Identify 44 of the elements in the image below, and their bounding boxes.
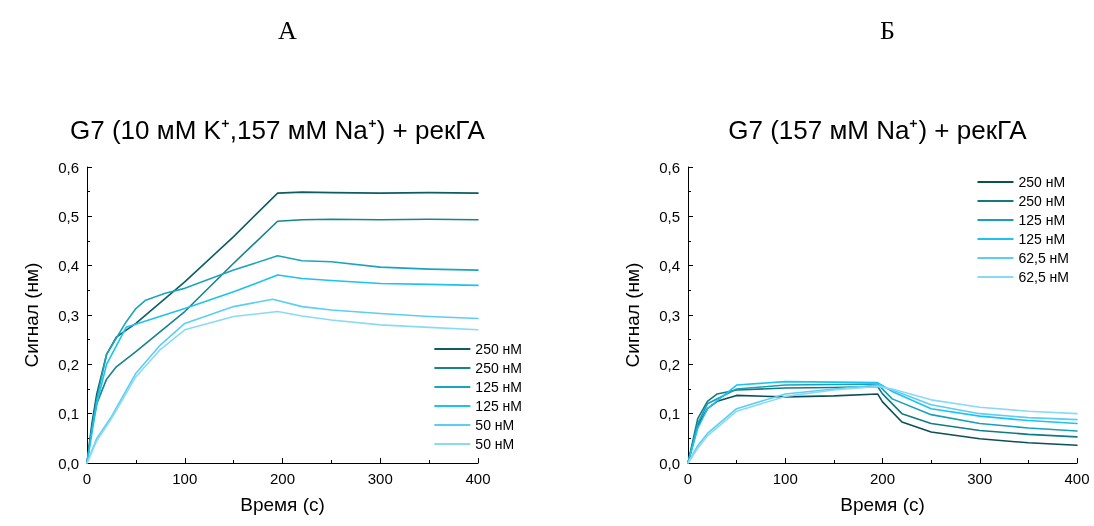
legend-label: 125 нМ: [1018, 212, 1066, 228]
legend-label: 62,5 нМ: [1018, 269, 1069, 285]
text: Б: [880, 15, 895, 45]
y-tick-label: 0,5: [659, 207, 680, 225]
y-tick-label: 0,4: [659, 257, 680, 275]
y-tick-label: 0,4: [58, 257, 79, 275]
y-axis-title: Сигнал (нм): [21, 262, 42, 368]
y-tick-label: 0,3: [58, 306, 79, 324]
legend-label: 50 нМ: [475, 417, 515, 433]
y-tick-label: 0,2: [659, 355, 680, 373]
y-tick-label: 0,6: [58, 158, 79, 176]
x-tick-label: 200: [269, 470, 296, 487]
legend-label: 50 нМ: [475, 436, 515, 452]
x-axis-title: Время (с): [840, 494, 925, 515]
x-tick-label: 400: [1064, 470, 1090, 487]
y-tick-label: 0,0: [659, 454, 680, 472]
legend-label: 250 нМ: [1018, 193, 1066, 209]
x-tick-label: 0: [82, 470, 92, 487]
legend-label: 250 нМ: [1018, 174, 1066, 190]
y-tick-label: 0,2: [58, 355, 79, 373]
x-tick-label: 100: [172, 470, 198, 487]
y-tick-label: 0,5: [58, 207, 79, 225]
y-tick-label: 0,1: [58, 405, 79, 423]
legend-label: 62,5 нМ: [1018, 250, 1069, 266]
chart-title: G7 (157 мМ Na⁺) + рекГА: [728, 115, 1028, 145]
legend-label: 250 нМ: [475, 341, 523, 357]
y-tick-label: 0,1: [659, 405, 680, 423]
legend-label: 125 нМ: [475, 398, 523, 414]
legend-label: 125 нМ: [475, 379, 523, 395]
x-tick-label: 0: [683, 470, 693, 487]
text: А: [278, 15, 298, 45]
legend-label: 125 нМ: [1018, 231, 1066, 247]
x-tick-label: 400: [465, 470, 491, 487]
legend-label: 250 нМ: [475, 360, 523, 376]
y-tick-label: 0,0: [58, 454, 79, 472]
y-tick-label: 0,6: [659, 158, 680, 176]
x-tick-label: 300: [967, 470, 993, 487]
chart-title: G7 (10 мМ K⁺,157 мМ Na⁺) + рекГА: [70, 115, 486, 145]
x-tick-label: 300: [367, 470, 393, 487]
x-tick-label: 200: [869, 470, 896, 487]
x-axis-title: Время (с): [240, 494, 325, 515]
y-tick-label: 0,3: [659, 306, 680, 324]
y-axis-title: Сигнал (нм): [622, 262, 643, 368]
x-tick-label: 100: [772, 470, 798, 487]
